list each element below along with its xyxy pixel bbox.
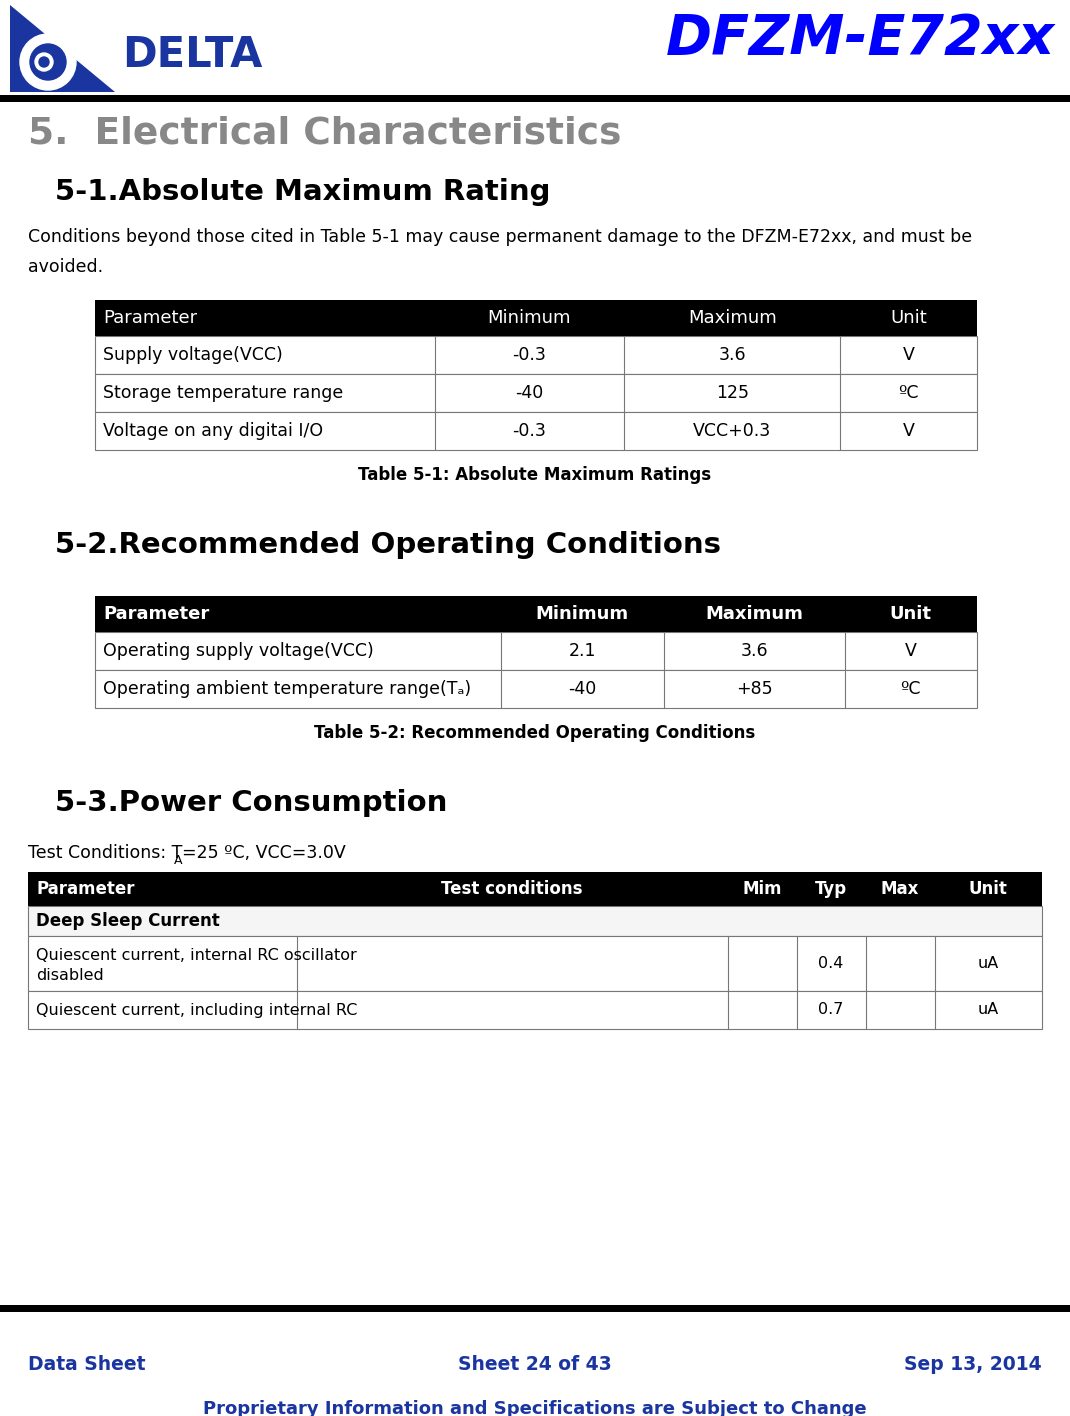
Text: V: V bbox=[903, 422, 915, 440]
Text: avoided.: avoided. bbox=[28, 258, 103, 276]
Bar bbox=[0, 1306, 1070, 1313]
Bar bbox=[95, 632, 977, 670]
Text: Typ: Typ bbox=[815, 879, 847, 898]
Bar bbox=[28, 872, 1042, 906]
Text: 5.  Electrical Characteristics: 5. Electrical Characteristics bbox=[28, 115, 622, 152]
Text: 0.4: 0.4 bbox=[819, 956, 844, 971]
Text: 2.1: 2.1 bbox=[568, 641, 596, 660]
Text: Operating supply voltage(VCC): Operating supply voltage(VCC) bbox=[103, 641, 373, 660]
Text: DFZM-E72xx: DFZM-E72xx bbox=[666, 11, 1055, 67]
Text: Sep 13, 2014: Sep 13, 2014 bbox=[904, 1355, 1042, 1374]
Text: Unit: Unit bbox=[890, 605, 932, 623]
Text: Supply voltage(VCC): Supply voltage(VCC) bbox=[103, 346, 282, 364]
Text: Mim: Mim bbox=[743, 879, 782, 898]
Text: Operating ambient temperature range(Tₐ): Operating ambient temperature range(Tₐ) bbox=[103, 680, 471, 698]
Text: Quiescent current, internal RC oscillator: Quiescent current, internal RC oscillato… bbox=[36, 947, 356, 963]
Text: Proprietary Information and Specifications are Subject to Change: Proprietary Information and Specificatio… bbox=[203, 1400, 867, 1416]
Text: DELTA: DELTA bbox=[122, 34, 262, 76]
Circle shape bbox=[30, 44, 66, 79]
Text: +85: +85 bbox=[736, 680, 773, 698]
Text: 3.6: 3.6 bbox=[740, 641, 768, 660]
Text: Unit: Unit bbox=[968, 879, 1008, 898]
Text: Storage temperature range: Storage temperature range bbox=[103, 384, 343, 402]
Bar bbox=[95, 596, 977, 632]
Text: VCC+0.3: VCC+0.3 bbox=[693, 422, 771, 440]
Text: Data Sheet: Data Sheet bbox=[28, 1355, 146, 1374]
Text: Table 5-1: Absolute Maximum Ratings: Table 5-1: Absolute Maximum Ratings bbox=[358, 466, 712, 484]
Circle shape bbox=[20, 34, 76, 91]
Text: Maximum: Maximum bbox=[688, 309, 777, 327]
Bar bbox=[0, 95, 1070, 102]
Bar bbox=[95, 300, 977, 336]
Text: V: V bbox=[903, 346, 915, 364]
Text: Table 5-2: Recommended Operating Conditions: Table 5-2: Recommended Operating Conditi… bbox=[315, 724, 755, 742]
Text: Maximum: Maximum bbox=[705, 605, 804, 623]
Bar bbox=[28, 991, 1042, 1029]
Bar bbox=[95, 670, 977, 708]
Text: disabled: disabled bbox=[36, 969, 104, 983]
Circle shape bbox=[39, 57, 49, 67]
Text: uA: uA bbox=[978, 956, 999, 971]
Text: 3.6: 3.6 bbox=[718, 346, 746, 364]
Text: Parameter: Parameter bbox=[103, 309, 197, 327]
Text: V: V bbox=[905, 641, 917, 660]
Bar bbox=[95, 412, 977, 450]
Bar bbox=[95, 374, 977, 412]
Text: ºC: ºC bbox=[899, 384, 919, 402]
Text: A: A bbox=[174, 854, 183, 867]
Text: 0.7: 0.7 bbox=[819, 1003, 844, 1018]
Text: Deep Sleep Current: Deep Sleep Current bbox=[36, 912, 219, 930]
Text: 5-2.Recommended Operating Conditions: 5-2.Recommended Operating Conditions bbox=[55, 531, 721, 559]
Text: Conditions beyond those cited in Table 5-1 may cause permanent damage to the DFZ: Conditions beyond those cited in Table 5… bbox=[28, 228, 973, 246]
Bar bbox=[28, 906, 1042, 936]
Text: Test Conditions: T: Test Conditions: T bbox=[28, 844, 182, 862]
Text: Test conditions: Test conditions bbox=[442, 879, 583, 898]
Text: =25 ºC, VCC=3.0V: =25 ºC, VCC=3.0V bbox=[182, 844, 346, 862]
Bar bbox=[28, 936, 1042, 991]
Text: -40: -40 bbox=[516, 384, 544, 402]
Text: 125: 125 bbox=[716, 384, 749, 402]
Bar bbox=[95, 336, 977, 374]
Text: Unit: Unit bbox=[890, 309, 927, 327]
Text: 5-3.Power Consumption: 5-3.Power Consumption bbox=[55, 789, 447, 817]
Text: -40: -40 bbox=[568, 680, 596, 698]
Polygon shape bbox=[10, 6, 114, 92]
Text: Voltage on any digitai I/O: Voltage on any digitai I/O bbox=[103, 422, 323, 440]
Text: Parameter: Parameter bbox=[103, 605, 210, 623]
Text: -0.3: -0.3 bbox=[513, 422, 547, 440]
Circle shape bbox=[35, 52, 54, 71]
Text: Minimum: Minimum bbox=[488, 309, 571, 327]
Text: Max: Max bbox=[881, 879, 919, 898]
Text: Minimum: Minimum bbox=[536, 605, 629, 623]
Text: Parameter: Parameter bbox=[36, 879, 135, 898]
Text: uA: uA bbox=[978, 1003, 999, 1018]
Text: Sheet 24 of 43: Sheet 24 of 43 bbox=[458, 1355, 612, 1374]
Text: ºC: ºC bbox=[901, 680, 921, 698]
Text: -0.3: -0.3 bbox=[513, 346, 547, 364]
Text: 5-1.Absolute Maximum Rating: 5-1.Absolute Maximum Rating bbox=[55, 178, 550, 205]
Text: Quiescent current, including internal RC: Quiescent current, including internal RC bbox=[36, 1003, 357, 1018]
